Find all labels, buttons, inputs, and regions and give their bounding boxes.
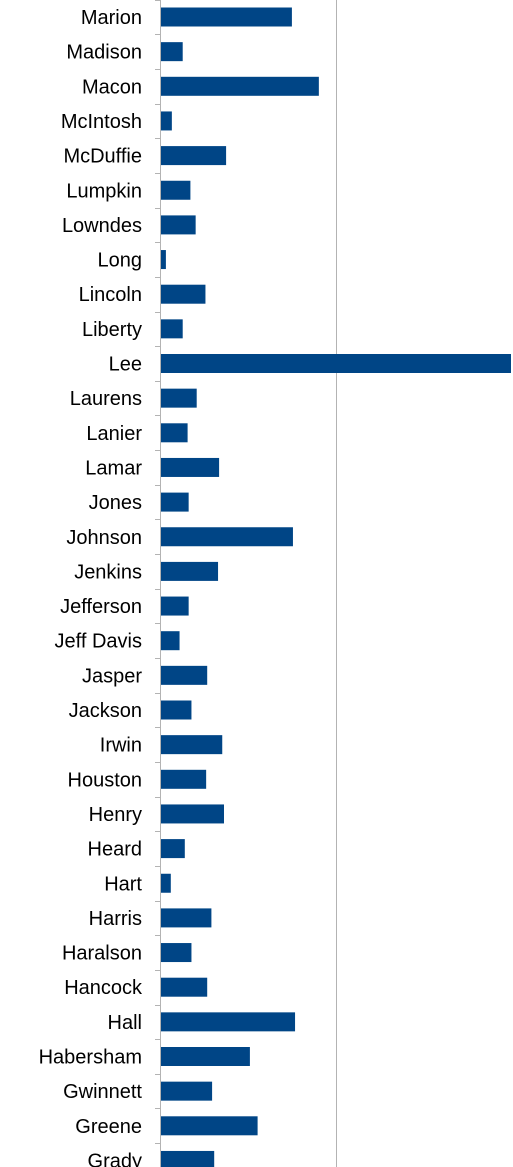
category-label: Macon	[82, 76, 142, 98]
bar-jenkins	[161, 561, 219, 581]
category-label: Houston	[68, 769, 143, 791]
bar-jackson	[161, 700, 192, 720]
category-label: Lowndes	[62, 215, 142, 237]
category-label: Jackson	[69, 700, 142, 722]
category-label: Lee	[109, 354, 142, 376]
bar-grady	[161, 1150, 215, 1167]
category-label: Lanier	[86, 423, 142, 445]
bar-liberty	[161, 319, 183, 339]
category-label: Jenkins	[74, 561, 142, 583]
bar-hancock	[161, 977, 208, 997]
category-label: Hancock	[64, 977, 143, 999]
bar-hall	[161, 1012, 296, 1032]
bar-irwin	[161, 735, 223, 755]
bar-houston	[161, 769, 207, 789]
bar-lamar	[161, 457, 220, 477]
bar-jones	[161, 492, 189, 512]
category-label: Lincoln	[79, 284, 142, 306]
category-label: Habersham	[39, 1047, 142, 1069]
category-label: Harris	[89, 908, 142, 930]
category-axis	[155, 0, 161, 1167]
category-label: Haralson	[62, 943, 142, 965]
bar-heard	[161, 839, 185, 859]
bar-mcintosh	[161, 111, 172, 131]
category-label: Liberty	[82, 319, 142, 341]
bar-laurens	[161, 388, 197, 408]
category-label: Heard	[88, 839, 142, 861]
bar-long	[161, 250, 166, 270]
category-labels: Marion Madison Macon McIntosh McDuffie Lumpki…	[39, 7, 143, 1167]
bar-haralson	[161, 943, 192, 963]
bar-johnson	[161, 527, 293, 547]
category-label: Long	[98, 250, 143, 272]
bar-harris	[161, 908, 212, 928]
bar-marion	[161, 7, 292, 27]
category-label: Hall	[108, 1012, 142, 1034]
bar-lee	[161, 354, 511, 373]
category-label: McDuffie	[63, 146, 142, 168]
bar-jefferson	[161, 596, 189, 616]
bar-gwinnett	[161, 1081, 213, 1101]
bar-habersham	[161, 1047, 250, 1066]
category-label: Jones	[89, 492, 142, 514]
category-label: Henry	[89, 804, 142, 826]
bar-jeff-davis	[161, 631, 180, 651]
bar-macon	[161, 76, 319, 96]
bar-henry	[161, 804, 224, 824]
bars	[161, 7, 511, 1167]
bar-greene	[161, 1116, 258, 1136]
category-label: Laurens	[70, 388, 142, 410]
bar-jasper	[161, 665, 208, 685]
category-label: Jeff Davis	[55, 631, 142, 653]
category-label: Jasper	[82, 665, 142, 687]
category-label: Lamar	[85, 457, 142, 479]
category-label: Greene	[75, 1116, 142, 1138]
category-label: Lumpkin	[66, 180, 142, 202]
bar-mcduffie	[161, 146, 227, 166]
category-label: Johnson	[66, 527, 142, 549]
bar-lumpkin	[161, 180, 191, 200]
category-label: Marion	[81, 7, 142, 29]
category-label: Gwinnett	[63, 1081, 142, 1103]
bar-lanier	[161, 423, 188, 443]
bar-lincoln	[161, 284, 206, 304]
category-label: Jefferson	[60, 596, 142, 618]
bar-madison	[161, 42, 183, 62]
category-label: Grady	[88, 1150, 142, 1167]
category-label: Irwin	[100, 735, 142, 757]
bar-lowndes	[161, 215, 196, 235]
category-label: Madison	[66, 42, 142, 64]
category-label: Hart	[104, 873, 142, 895]
bar-hart	[161, 873, 171, 893]
category-label: McIntosh	[61, 111, 142, 133]
